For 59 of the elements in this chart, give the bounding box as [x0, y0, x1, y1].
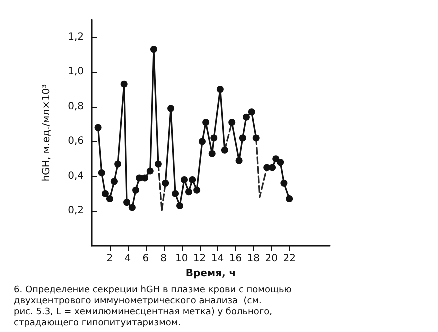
point	[221, 146, 228, 154]
y-tick-label: 0,4	[68, 170, 84, 182]
x-tick-label: 8	[160, 254, 168, 264]
point	[189, 176, 196, 184]
x-tick-label: 14	[211, 254, 224, 264]
point	[154, 160, 162, 168]
point	[132, 186, 140, 194]
point	[286, 196, 294, 203]
point	[114, 160, 122, 168]
point	[162, 180, 170, 187]
point	[102, 190, 109, 198]
point	[181, 176, 188, 184]
y-tick-label: 0,2	[68, 206, 84, 217]
point	[128, 204, 136, 212]
point	[150, 46, 158, 54]
x-axis-title: Время, ч	[186, 268, 236, 280]
point	[228, 119, 236, 126]
point	[236, 157, 243, 164]
point	[168, 105, 175, 112]
x-tick-label: 22	[283, 254, 296, 264]
text: 6. Определение секреции hGH в плазме крови с помощью двухцентрового иммунометрического анализа (см. рис. 5.3, L = хемилюминесцентная метка) у больного, страдающего гипопитуитаризмом.	[14, 286, 295, 328]
point	[280, 180, 288, 187]
point	[124, 199, 131, 206]
y-tick-label: 0,8	[68, 101, 84, 112]
point	[110, 178, 118, 186]
point	[194, 186, 201, 194]
point	[172, 190, 180, 198]
point	[208, 150, 216, 158]
x-tick-label: 12	[193, 254, 206, 264]
y-tick-label: 1,2	[68, 32, 84, 43]
point	[106, 196, 114, 203]
point	[141, 174, 148, 182]
point	[176, 202, 184, 210]
x-tick-label: 10	[175, 254, 188, 264]
point	[210, 134, 218, 142]
point	[146, 168, 154, 175]
point	[198, 138, 206, 146]
point	[239, 134, 246, 142]
point	[202, 119, 210, 126]
point	[248, 108, 256, 116]
x-tick-label: 16	[229, 254, 242, 264]
point	[98, 169, 106, 176]
point	[186, 188, 192, 196]
x-tick-label: 6	[142, 254, 150, 264]
point	[216, 86, 224, 94]
x-tick-label: 18	[247, 254, 260, 264]
point	[277, 159, 284, 166]
y-tick-label: 0,6	[68, 136, 84, 148]
x-tick-label: 2	[106, 254, 114, 264]
y-tick-label: 1,0	[68, 66, 84, 78]
point	[94, 124, 102, 132]
point	[120, 80, 128, 88]
point	[272, 156, 280, 163]
y-axis-title: hGH, м.ед./мл×10³	[42, 84, 52, 182]
point	[252, 134, 260, 142]
x-tick-label: 4	[124, 254, 132, 264]
point	[242, 114, 250, 121]
point	[269, 164, 276, 172]
x-tick-label: 20	[265, 254, 278, 264]
